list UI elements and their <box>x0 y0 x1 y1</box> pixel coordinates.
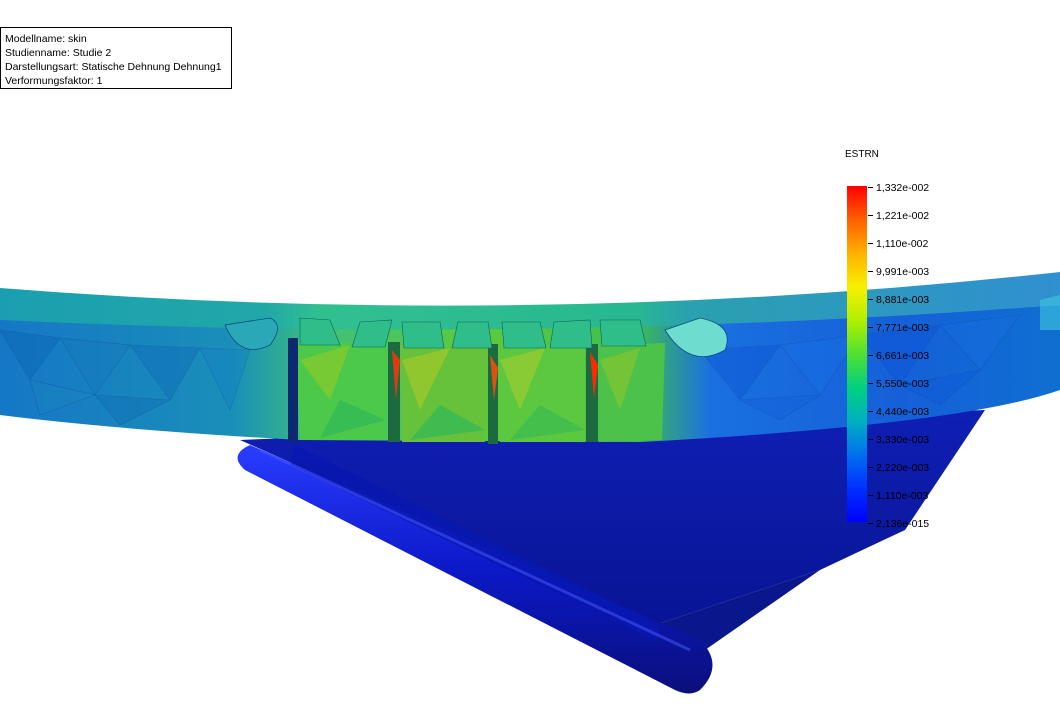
web-plate <box>240 410 985 625</box>
legend-tick <box>868 299 873 300</box>
legend-tick <box>868 523 873 524</box>
study-name-text: Studienname: Studie 2 <box>5 47 112 59</box>
deformation-scale-text: Verformungsfaktor: 1 <box>5 75 103 87</box>
legend-tick <box>868 439 873 440</box>
legend-tick <box>868 383 873 384</box>
legend-tick <box>868 355 873 356</box>
legend-tick-label: 4,440e-003 <box>876 406 930 418</box>
model-name-text: Modellname: skin <box>5 33 87 45</box>
right-notch <box>664 317 728 358</box>
legend-tick <box>868 187 873 188</box>
left-notch <box>224 317 278 350</box>
legend-title: ESTRN <box>845 149 879 160</box>
strain-segments <box>288 338 665 444</box>
mesh-facets-left <box>0 329 251 426</box>
legend-tick-label: 7,771e-003 <box>876 322 930 334</box>
legend-tick-label: 3,330e-003 <box>876 434 930 446</box>
legend-tick-label: 2,220e-003 <box>876 462 930 474</box>
mesh-facets-right <box>699 314 1021 421</box>
legend-tick-label: 2,136e-015 <box>876 518 930 530</box>
legend-tick <box>868 495 873 496</box>
legend-tick <box>868 467 873 468</box>
legend-tick <box>868 243 873 244</box>
legend-tick-label: 5,550e-003 <box>876 378 930 390</box>
legend-tick-label: 9,991e-003 <box>876 266 930 278</box>
rod <box>237 445 713 694</box>
color-scale-bar <box>847 186 867 522</box>
legend-tick <box>868 327 873 328</box>
legend-tick <box>868 215 873 216</box>
legend-tick-label: 1,110e-002 <box>876 238 929 250</box>
legend-tick-label: 6,661e-003 <box>876 350 930 362</box>
legend-tick-label: 1,221e-002 <box>876 210 930 222</box>
legend-tick-label: 8,881e-003 <box>876 294 930 306</box>
gear-teeth <box>299 317 647 349</box>
legend-tick-label: 1,332e-002 <box>876 182 930 194</box>
legend-tick <box>868 411 873 412</box>
legend-tick-label: 1,110e-003 <box>876 490 929 502</box>
study-info-box: Modellname: skin Studienname: Studie 2 D… <box>0 27 232 89</box>
skin-top-edge <box>0 272 1060 330</box>
legend-tick <box>868 271 873 272</box>
plot-type-text: Darstellungsart: Statische Dehnung Dehnu… <box>5 61 222 73</box>
